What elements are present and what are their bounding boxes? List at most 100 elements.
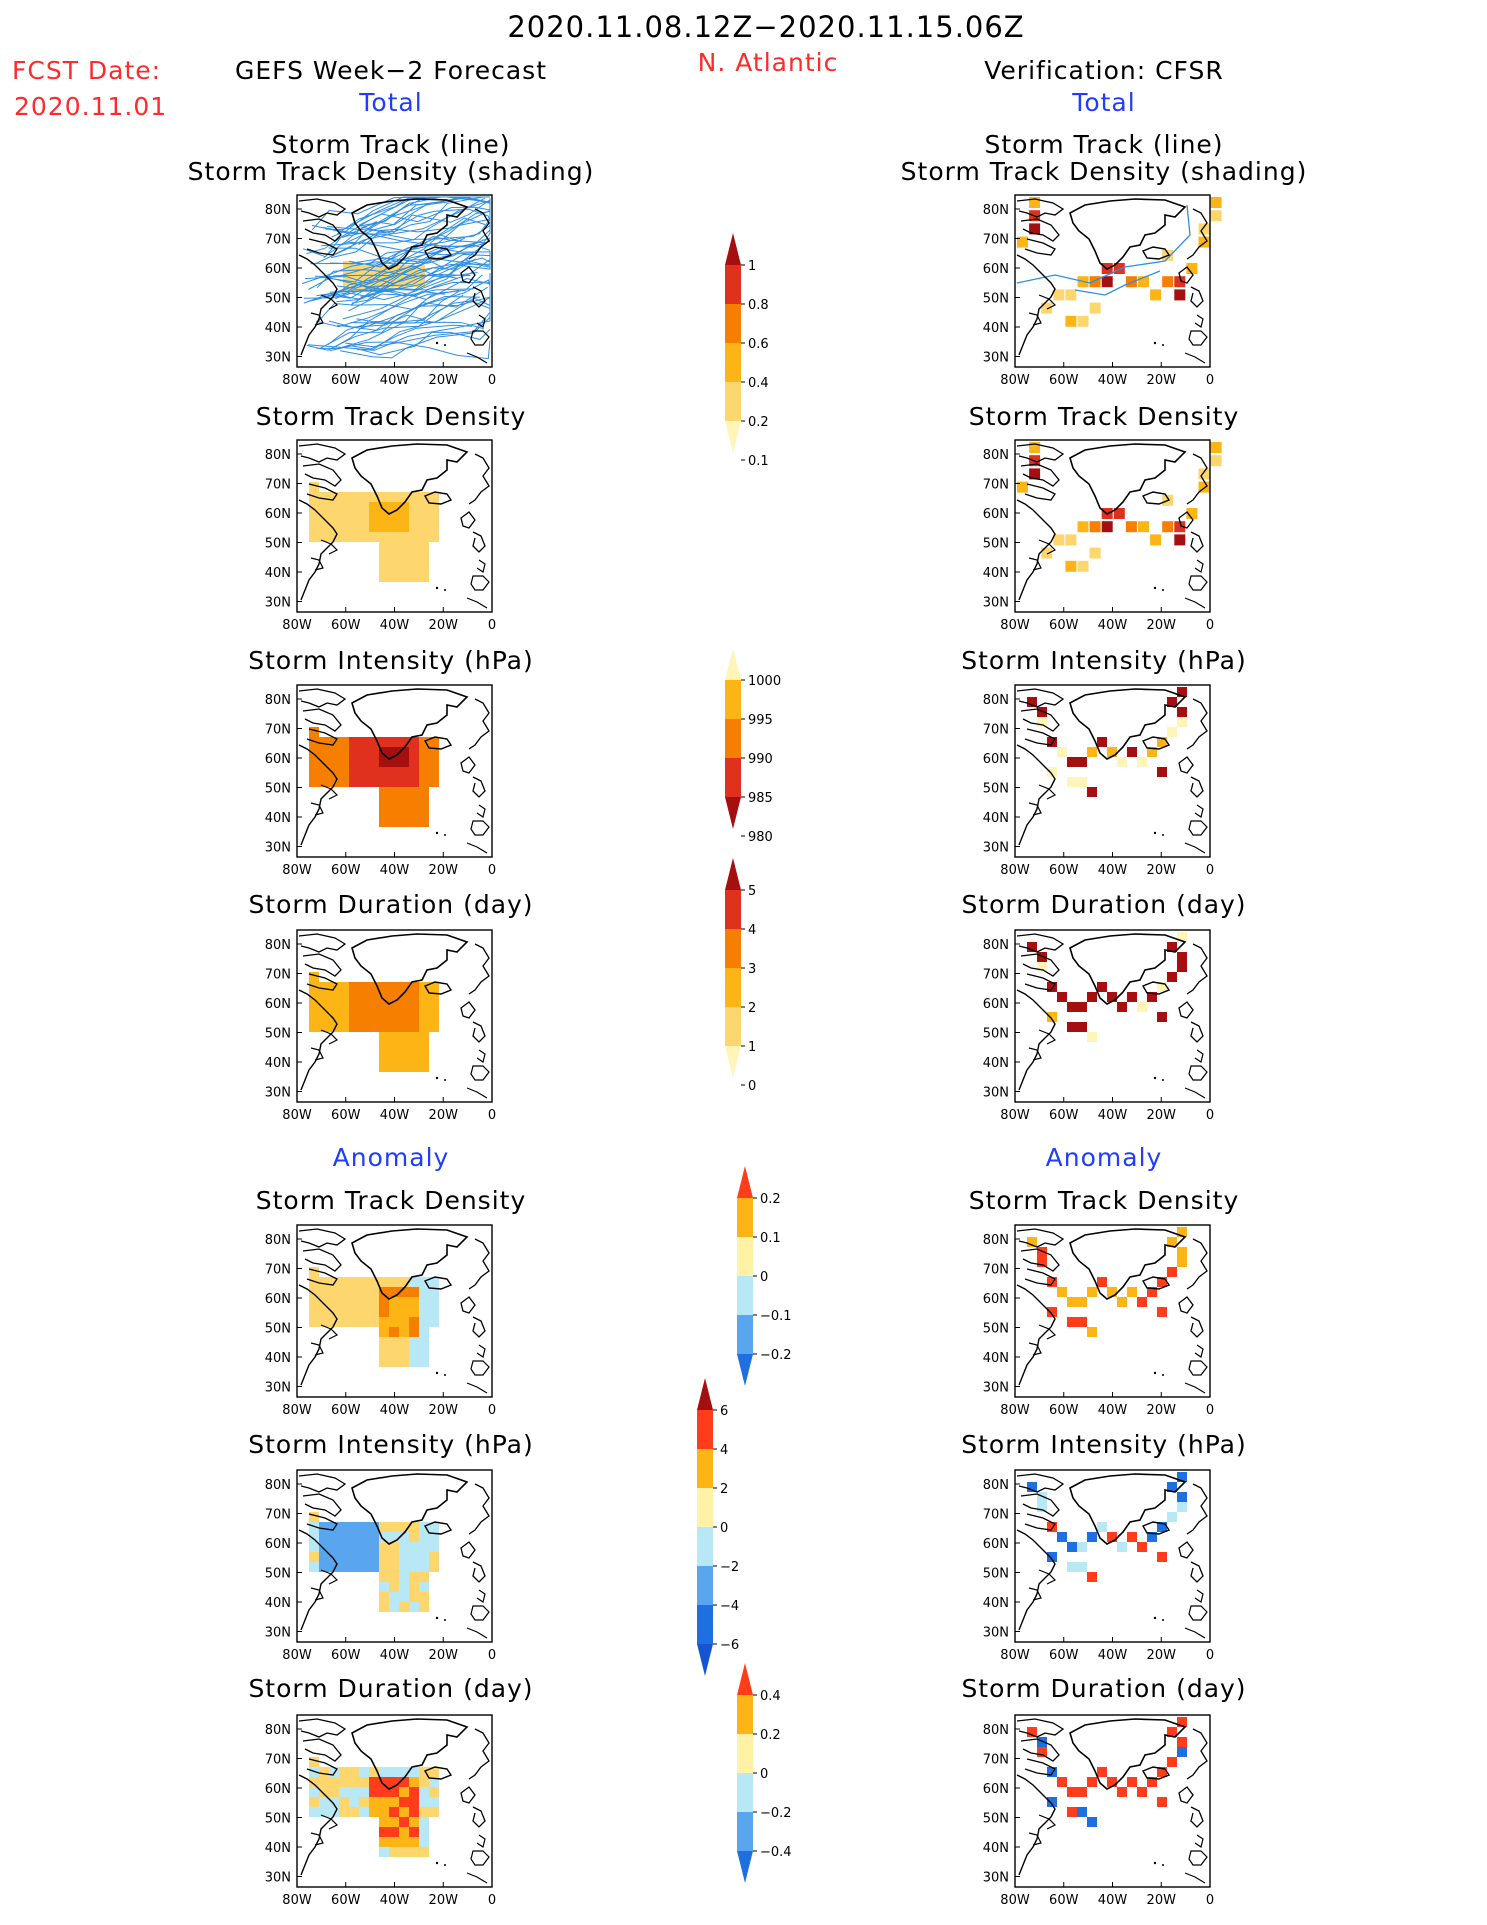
grid-cell xyxy=(329,1767,339,1777)
grid-cell xyxy=(1157,737,1167,747)
grid-cell xyxy=(339,1807,349,1817)
grid-cell xyxy=(1067,1807,1077,1817)
grid-cell xyxy=(1057,747,1067,757)
colorbar-cap xyxy=(697,1644,713,1676)
grid-cell xyxy=(389,767,399,777)
grid-cell xyxy=(399,797,409,807)
grid-cell xyxy=(319,1297,329,1307)
x-tick-label: 40W xyxy=(380,1108,410,1123)
grid-cell xyxy=(349,1022,359,1032)
grid-cell xyxy=(389,1307,399,1317)
colorbar-label: 990 xyxy=(748,752,773,767)
grid-cell xyxy=(319,492,329,502)
storm-track-line xyxy=(1074,270,1161,296)
grid-cell xyxy=(1137,757,1147,767)
grid-cell xyxy=(359,757,369,767)
y-tick-label: 80N xyxy=(983,693,1009,708)
grid-cell xyxy=(309,482,319,492)
grid-cell xyxy=(1177,1737,1187,1747)
x-tick-label: 80W xyxy=(282,1648,312,1663)
grid-cell xyxy=(429,1307,439,1317)
grid-cell xyxy=(429,502,439,512)
grid-cell xyxy=(389,992,399,1002)
storm-track-line xyxy=(316,234,462,297)
grid-cell xyxy=(339,1297,349,1307)
map-panel: 80N 70N 60N 50N 40N 30N 80W 60W 40W 20W 0 xyxy=(983,194,1222,388)
grid-cell xyxy=(1174,534,1186,546)
grid-cell xyxy=(429,1002,439,1012)
grid-cell xyxy=(1177,687,1187,697)
grid-cell xyxy=(1137,1002,1147,1012)
grid-cell xyxy=(309,1297,319,1307)
grid-cell xyxy=(329,1787,339,1797)
x-tick-label: 0 xyxy=(1206,1648,1214,1663)
grid-cell xyxy=(429,1552,439,1562)
grid-cell xyxy=(379,1347,389,1357)
grid-cell xyxy=(369,1002,379,1012)
grid-cell xyxy=(309,1757,319,1767)
grid-cell xyxy=(1210,197,1222,208)
grid-cell xyxy=(409,572,419,582)
map-panel: 80N 70N 60N 50N 40N 30N 80W 60W 40W 20W 0 xyxy=(983,1469,1214,1663)
y-tick-label: 60N xyxy=(265,1782,291,1797)
grid-cell xyxy=(429,757,439,767)
grid-cell xyxy=(359,1767,369,1777)
y-tick-label: 50N xyxy=(983,1322,1009,1337)
grid-cell xyxy=(429,992,439,1002)
y-tick-label: 50N xyxy=(983,537,1009,552)
grid-cell xyxy=(409,1297,419,1307)
grid-cell xyxy=(389,1002,399,1012)
grid-cell xyxy=(319,502,329,512)
grid-cell xyxy=(389,737,399,747)
grid-cell xyxy=(349,1552,359,1562)
grid-cell xyxy=(399,767,409,777)
grid-cell xyxy=(319,747,329,757)
storm-track-line xyxy=(329,340,491,360)
colorbar-duration: 5 4 3 2 1 0 xyxy=(725,858,756,1094)
grid-cell xyxy=(359,1287,369,1297)
x-tick-label: 80W xyxy=(1000,1648,1030,1663)
grid-cell xyxy=(1138,521,1149,533)
colorbar-segment xyxy=(697,1605,713,1644)
grid-cell xyxy=(329,512,339,522)
grid-cell xyxy=(399,562,409,572)
colorbar-segment xyxy=(725,890,741,929)
grid-cell xyxy=(309,502,319,512)
grid-cell xyxy=(1177,1247,1187,1257)
grid-cell xyxy=(409,992,419,1002)
grid-cell xyxy=(1037,1747,1047,1757)
y-tick-label: 40N xyxy=(983,1351,1009,1366)
grid-cell xyxy=(1167,697,1177,707)
grid-cell xyxy=(349,767,359,777)
y-tick-label: 70N xyxy=(265,1263,291,1278)
panel-title-l4: Storm Duration (day) xyxy=(248,890,534,919)
y-tick-label: 70N xyxy=(265,1753,291,1768)
grid-cell xyxy=(339,1012,349,1022)
grid-cell xyxy=(1177,1502,1187,1512)
colorbar-cap xyxy=(737,1354,753,1386)
x-tick-label: 80W xyxy=(1000,1403,1030,1418)
grid-cell xyxy=(409,532,419,542)
grid-cell xyxy=(1157,767,1167,777)
colorbar-label: 0.2 xyxy=(748,415,769,430)
grid-cell xyxy=(399,807,409,817)
grid-cell xyxy=(399,1337,409,1347)
grid-cell xyxy=(309,1532,319,1542)
grid-cell xyxy=(1117,1787,1127,1797)
grid-cell xyxy=(419,1572,429,1582)
y-tick-label: 40N xyxy=(983,321,1009,336)
grid-cell xyxy=(1177,717,1187,727)
grid-cell xyxy=(429,1277,439,1287)
grid-cell xyxy=(1037,1492,1047,1502)
y-tick-label: 80N xyxy=(983,938,1009,953)
grid-cell xyxy=(399,1287,409,1297)
grid-cell xyxy=(429,1562,439,1572)
y-tick-label: 60N xyxy=(983,1782,1009,1797)
colorbar-label: 3 xyxy=(748,962,756,977)
grid-cell xyxy=(359,522,369,532)
grid-cell xyxy=(329,522,339,532)
y-tick-label: 50N xyxy=(983,1027,1009,1042)
grid-cell xyxy=(409,982,419,992)
storm-track-line xyxy=(333,290,445,349)
grid-cell xyxy=(1167,1757,1177,1767)
